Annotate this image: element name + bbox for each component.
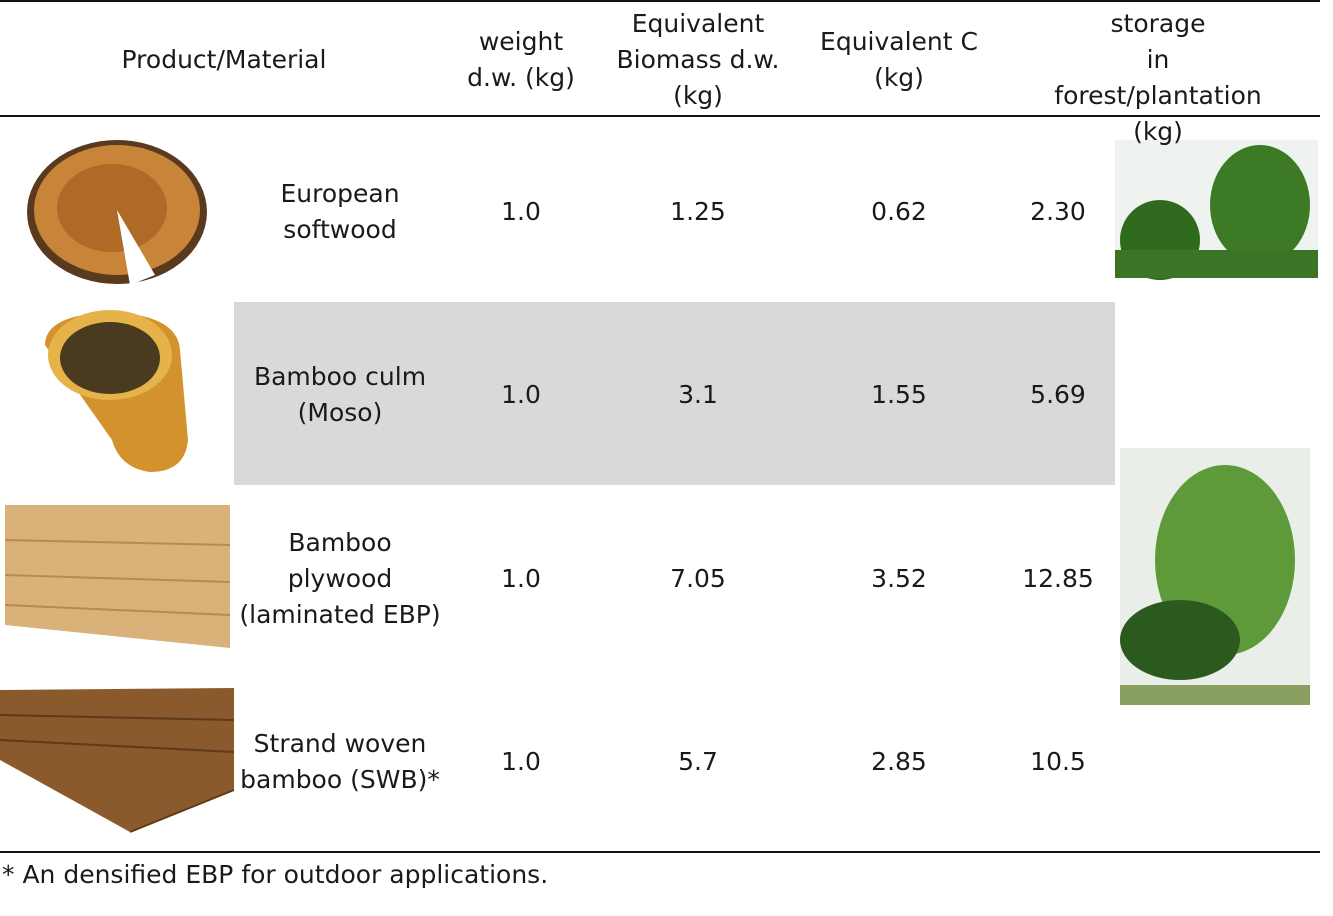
top-rule (0, 0, 1320, 2)
product-cell: European softwood (280, 179, 400, 244)
value-cell: 1.25 (670, 197, 726, 226)
footnote: * An densified EBP for outdoor applicati… (2, 860, 549, 889)
product-cell: Bamboo plywood (laminated EBP) (239, 528, 441, 629)
value-cell: 3.52 (871, 564, 927, 593)
bottom-rule (0, 851, 1320, 853)
value-cell: 1.0 (501, 564, 541, 593)
value-cell: 5.7 (678, 747, 718, 776)
product-cell: Strand woven bamboo (SWB)* (240, 729, 440, 794)
value-cell: 1.0 (501, 747, 541, 776)
value-cell: 0.62 (871, 197, 927, 226)
value-cell: 10.5 (1030, 747, 1086, 776)
header-cell: Equivalent C (kg) (820, 27, 978, 92)
header-rule (0, 115, 1320, 117)
value-cell: 2.85 (871, 747, 927, 776)
header-cell: Equivalent CO₂ storage in forest/plantat… (1054, 0, 1262, 146)
value-cell: 2.30 (1030, 197, 1086, 226)
value-cell: 1.0 (501, 197, 541, 226)
header-cell: weight d.w. (kg) (467, 27, 575, 92)
value-cell: 3.1 (678, 380, 718, 409)
header-cell: Product/Material (121, 45, 327, 74)
value-cell: 1.55 (871, 380, 927, 409)
value-cell: 7.05 (670, 564, 726, 593)
value-cell: 1.0 (501, 380, 541, 409)
product-cell: Bamboo culm (Moso) (253, 362, 427, 427)
value-cell: 5.69 (1030, 380, 1086, 409)
row-highlight (234, 302, 1115, 485)
header-cell: Equivalent Biomass d.w. (kg) (616, 9, 780, 110)
value-cell: 12.85 (1022, 564, 1094, 593)
